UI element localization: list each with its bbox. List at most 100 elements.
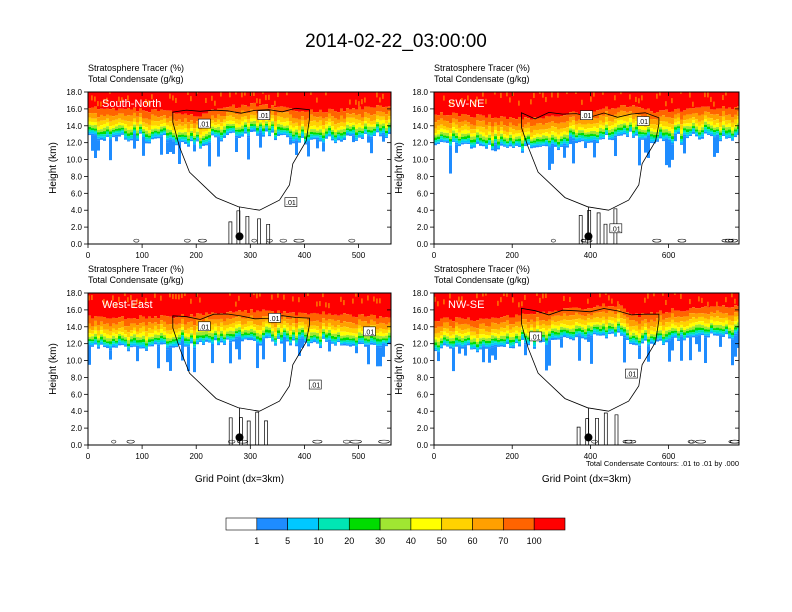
tracer-level-70 — [196, 92, 198, 94]
condensate-contour — [677, 238, 687, 243]
tracer-level-4 — [88, 126, 91, 130]
tracer-level-5 — [139, 337, 142, 340]
tracer-level-8 — [283, 112, 286, 119]
tracer-level-4 — [494, 136, 497, 140]
tracer-level-3 — [142, 342, 145, 345]
tracer-level-8 — [292, 317, 295, 324]
tracer-level-70 — [617, 301, 619, 307]
tracer-level-2 — [109, 345, 112, 349]
tracer-level-4 — [482, 339, 485, 342]
tracer-level-3 — [379, 130, 382, 133]
tracer-level-3 — [494, 139, 497, 142]
tracer-level-9 — [656, 112, 659, 120]
tracer-level-5 — [169, 338, 172, 341]
tracer-level-70 — [524, 294, 526, 300]
tracer-level-2 — [91, 131, 94, 134]
tracer-level-6 — [494, 333, 497, 337]
tracer-level-70 — [88, 295, 90, 301]
tracer-level-4 — [539, 139, 542, 142]
tracer-level-5 — [647, 126, 650, 130]
tracer-level-4 — [596, 326, 599, 330]
tracer-level-4 — [635, 126, 638, 130]
tracer-level-4 — [677, 126, 680, 129]
tracer-level-100 — [623, 293, 626, 309]
tracer-level-3 — [274, 135, 277, 137]
tracer-level-4 — [193, 341, 196, 345]
tracer-level-5 — [578, 130, 581, 134]
tracer-level-1 — [352, 134, 355, 136]
tracer-level-100 — [557, 92, 560, 117]
tracer-level-7 — [166, 122, 169, 126]
tracer-level-7 — [103, 329, 106, 334]
tracer-level-6 — [88, 121, 91, 125]
tracer-level-3 — [97, 134, 100, 137]
tracer-level-70 — [566, 92, 568, 95]
tracer-level-9 — [677, 310, 680, 317]
tracer-level-4 — [217, 130, 220, 133]
tracer-level-8 — [160, 320, 163, 325]
tracer-level-6 — [725, 124, 728, 128]
tracer-level-2 — [310, 136, 313, 139]
tracer-level-8 — [232, 111, 235, 118]
tracer-level-100 — [560, 92, 563, 117]
y-tick-label: 6.0 — [417, 189, 429, 198]
tracer-level-8 — [557, 123, 560, 130]
tracer-level-70 — [629, 94, 631, 100]
tracer-drip — [256, 343, 259, 369]
tracer-level-6 — [283, 325, 286, 329]
tracer-level-7 — [196, 124, 199, 129]
tracer-drip — [238, 337, 241, 360]
tracer-level-70 — [530, 99, 532, 105]
tracer-level-3 — [629, 126, 632, 129]
tracer-level-4 — [683, 128, 686, 131]
tracer-level-6 — [379, 331, 382, 337]
tracer-level-3 — [551, 139, 554, 142]
tracer-level-5 — [334, 132, 337, 136]
tracer-level-70 — [229, 92, 231, 98]
tracer-level-6 — [370, 124, 373, 127]
tracer-level-4 — [449, 139, 452, 142]
tracer-level-70 — [364, 97, 366, 103]
tracer-level-4 — [208, 335, 211, 338]
tracer-level-70 — [638, 98, 640, 104]
tracer-drip — [160, 136, 163, 155]
tracer-level-3 — [620, 329, 623, 333]
y-tick-label: 8.0 — [417, 373, 429, 382]
tracer-level-7 — [385, 120, 388, 124]
tracer-level-7 — [268, 321, 271, 325]
tracer-level-70 — [449, 293, 451, 299]
tracer-level-3 — [527, 339, 530, 342]
tracer-level-3 — [382, 340, 385, 342]
tracer-level-7 — [716, 316, 719, 321]
tracer-level-4 — [325, 334, 328, 338]
tracer-level-1 — [130, 138, 133, 141]
tracer-level-6 — [488, 131, 491, 135]
tracer-level-2 — [563, 141, 566, 144]
tracer-level-3 — [578, 331, 581, 333]
tracer-level-1 — [283, 133, 286, 135]
tracer-level-8 — [286, 319, 289, 324]
tracer-level-7 — [695, 318, 698, 323]
tracer-level-9 — [247, 313, 250, 318]
tracer-level-4 — [214, 129, 217, 133]
tracer-level-7 — [704, 115, 707, 120]
tracer-level-7 — [653, 327, 656, 332]
panel-frame — [87, 91, 392, 245]
panel-plot-area — [88, 293, 391, 445]
tracer-level-5 — [373, 126, 376, 129]
tracer-level-9 — [316, 112, 319, 118]
tracer-level-3 — [181, 136, 184, 140]
tracer-level-5 — [587, 325, 590, 329]
tracer-level-8 — [683, 316, 686, 322]
tracer-level-8 — [494, 323, 497, 330]
tracer-level-2 — [512, 145, 515, 147]
tracer-level-6 — [97, 126, 100, 130]
tracer-level-6 — [361, 125, 364, 129]
tracer-level-100 — [250, 92, 253, 104]
tracer-level-8 — [461, 121, 464, 127]
tracer-level-8 — [725, 115, 728, 121]
tracer-level-3 — [443, 339, 446, 342]
tracer-level-8 — [446, 121, 449, 128]
tracer-level-100 — [725, 92, 728, 109]
tracer-level-1 — [385, 344, 388, 347]
